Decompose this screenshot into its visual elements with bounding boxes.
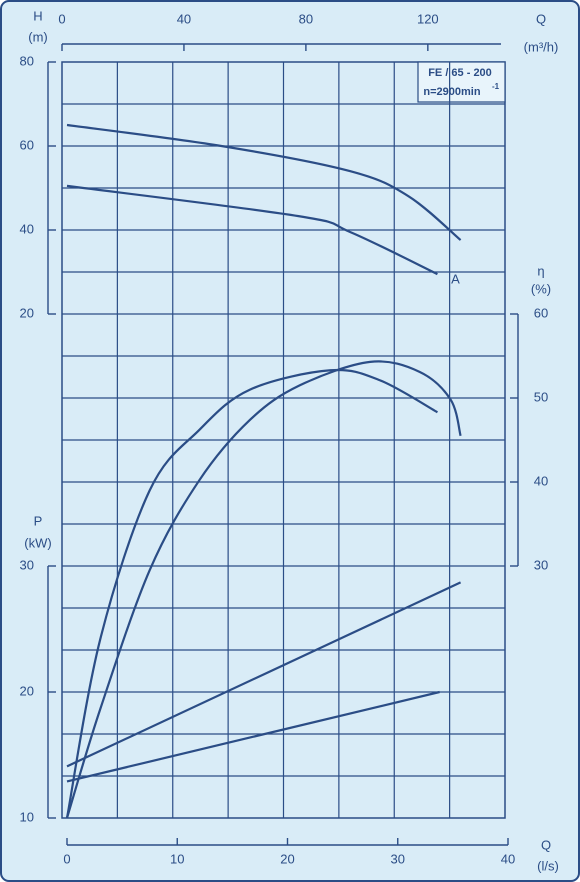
model-label: FE / 65 - 200 <box>428 67 492 79</box>
p-tick-label: 20 <box>20 683 34 698</box>
curve <box>66 123 462 241</box>
p-axis-label: P <box>34 513 43 528</box>
eta-tick-label: 40 <box>534 473 548 488</box>
speed-label: n=2900min <box>423 86 480 98</box>
p-axis-unit: (kW) <box>24 535 51 550</box>
top-tick-label: 0 <box>58 11 65 26</box>
x-tick-label: 0 <box>63 851 70 866</box>
eta-axis-unit: (%) <box>531 281 551 296</box>
curve <box>66 581 462 768</box>
x-tick-label: 10 <box>170 851 184 866</box>
h-tick-label: 20 <box>20 305 34 320</box>
x-tick-label: 20 <box>280 851 294 866</box>
h-axis-unit: (m) <box>28 29 48 44</box>
h-tick-label: 60 <box>20 137 34 152</box>
top-tick-label: 40 <box>177 11 191 26</box>
eta-tick-label: 50 <box>534 389 548 404</box>
curve <box>66 184 438 276</box>
p-tick-label: 10 <box>20 809 34 824</box>
eta-tick-label: 30 <box>534 557 548 572</box>
curve-label: A <box>451 272 460 287</box>
eta-axis-label: η <box>537 263 544 278</box>
x-axis-label: Q <box>541 837 551 852</box>
h-axis-label: H <box>33 8 42 23</box>
top-axis-label: Q <box>536 11 546 26</box>
x-tick-label: 30 <box>391 851 405 866</box>
h-tick-label: 40 <box>20 221 34 236</box>
top-tick-label: 80 <box>299 11 313 26</box>
x-tick-label: 40 <box>501 851 515 866</box>
curve <box>65 368 438 819</box>
speed-exponent: -1 <box>492 82 500 91</box>
curve <box>66 690 440 783</box>
model-box <box>417 61 506 103</box>
h-tick-label: 80 <box>20 53 34 68</box>
p-tick-label: 30 <box>20 557 34 572</box>
x-axis-unit: (l/s) <box>537 858 559 873</box>
top-tick-label: 120 <box>417 11 439 26</box>
top-axis-unit: (m³/h) <box>524 39 559 54</box>
eta-tick-label: 60 <box>534 305 548 320</box>
curve <box>65 360 462 819</box>
